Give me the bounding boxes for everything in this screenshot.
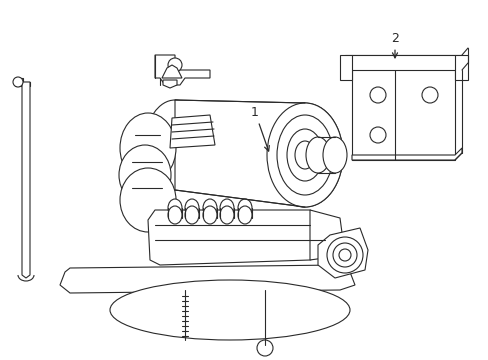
Ellipse shape: [184, 206, 199, 224]
Circle shape: [369, 127, 385, 143]
Circle shape: [326, 237, 362, 273]
Polygon shape: [454, 55, 467, 80]
Ellipse shape: [145, 100, 204, 190]
Circle shape: [257, 340, 272, 356]
Ellipse shape: [323, 137, 346, 173]
Ellipse shape: [220, 206, 234, 224]
Ellipse shape: [119, 145, 171, 205]
Polygon shape: [162, 65, 182, 78]
Polygon shape: [317, 228, 367, 278]
Polygon shape: [351, 148, 461, 160]
Ellipse shape: [266, 103, 342, 207]
Ellipse shape: [203, 206, 217, 224]
Ellipse shape: [238, 199, 251, 217]
Ellipse shape: [276, 115, 332, 195]
Ellipse shape: [120, 168, 176, 232]
Polygon shape: [15, 78, 30, 86]
Circle shape: [421, 87, 437, 103]
Polygon shape: [148, 210, 325, 265]
Ellipse shape: [110, 280, 349, 340]
Polygon shape: [163, 80, 177, 88]
Polygon shape: [351, 55, 454, 160]
Polygon shape: [60, 265, 354, 293]
Ellipse shape: [220, 199, 234, 217]
Polygon shape: [339, 55, 351, 80]
Polygon shape: [309, 210, 345, 260]
Ellipse shape: [238, 206, 251, 224]
Ellipse shape: [266, 103, 342, 207]
Circle shape: [13, 77, 23, 87]
Ellipse shape: [168, 206, 182, 224]
Polygon shape: [22, 82, 30, 278]
Circle shape: [338, 249, 350, 261]
Ellipse shape: [120, 113, 176, 183]
Circle shape: [168, 58, 182, 72]
Ellipse shape: [286, 129, 323, 181]
Polygon shape: [175, 100, 305, 207]
Polygon shape: [170, 115, 215, 148]
Ellipse shape: [184, 199, 199, 217]
Text: 2: 2: [390, 32, 398, 58]
Ellipse shape: [305, 137, 329, 173]
Circle shape: [332, 243, 356, 267]
Ellipse shape: [203, 199, 217, 217]
Ellipse shape: [294, 141, 314, 169]
Ellipse shape: [168, 199, 182, 217]
Text: 1: 1: [250, 105, 269, 151]
Polygon shape: [345, 55, 461, 70]
Circle shape: [369, 87, 385, 103]
Polygon shape: [155, 55, 209, 85]
